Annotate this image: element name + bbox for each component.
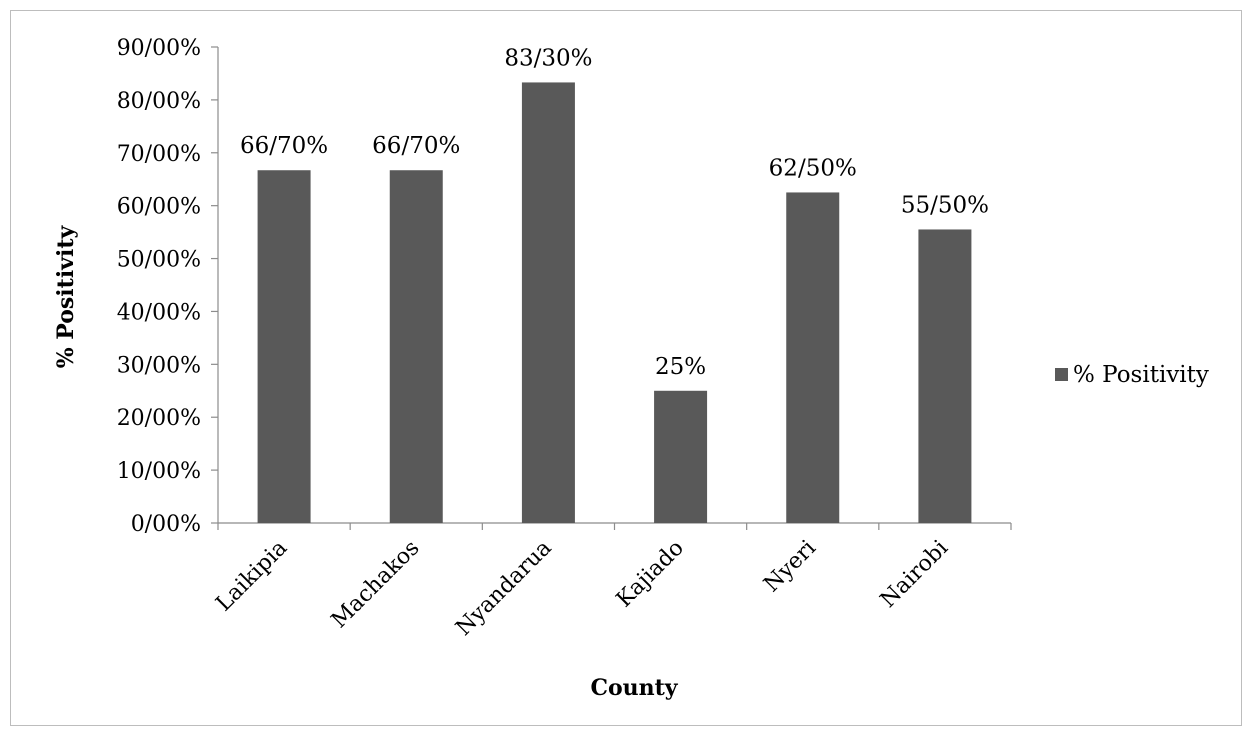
x-category-label: Laikipia bbox=[211, 536, 292, 617]
data-label: 62/50% bbox=[769, 155, 857, 181]
y-tick-label: 30/00% bbox=[117, 353, 201, 378]
x-category-label: Nairobi bbox=[876, 536, 953, 613]
legend: % Positivity bbox=[1055, 362, 1209, 388]
x-category-label: Nyeri bbox=[759, 536, 821, 598]
x-category-label: Machakos bbox=[327, 536, 425, 634]
y-tick-label: 40/00% bbox=[117, 300, 201, 325]
y-tick-label: 10/00% bbox=[117, 459, 201, 484]
y-tick-label: 80/00% bbox=[117, 89, 201, 114]
x-axis: Laikipia Machakos Nyandarua Kajiado Nyeri Nai… bbox=[211, 522, 1012, 641]
y-axis: 0/00% 10/00% 20/00% 30/00% 40/00% 50/00% 60/00… bbox=[117, 36, 219, 537]
legend-swatch bbox=[1055, 368, 1068, 381]
legend-label: % Positivity bbox=[1073, 362, 1209, 388]
bar bbox=[918, 229, 972, 523]
x-category-label: Kajiado bbox=[612, 536, 689, 613]
data-label: 66/70% bbox=[372, 133, 460, 159]
y-axis-title: % Positivity bbox=[53, 225, 79, 369]
data-label: 55/50% bbox=[901, 192, 989, 218]
y-tick-label: 70/00% bbox=[117, 142, 201, 167]
chart-frame: 0/00% 10/00% 20/00% 30/00% 40/00% 50/00% 60/00… bbox=[10, 10, 1242, 726]
bar bbox=[257, 170, 311, 523]
bar bbox=[521, 82, 575, 524]
data-label: 25% bbox=[655, 354, 706, 380]
y-tick-label: 50/00% bbox=[117, 248, 201, 273]
x-axis-title: County bbox=[590, 675, 678, 701]
y-tick-label: 60/00% bbox=[117, 195, 201, 220]
y-tick-label: 20/00% bbox=[117, 406, 201, 431]
data-label: 66/70% bbox=[240, 133, 328, 159]
data-labels: 66/70% 66/70% 83/30% 25% 62/50% 55/50% bbox=[240, 45, 989, 379]
bar-chart: 0/00% 10/00% 20/00% 30/00% 40/00% 50/00% 60/00… bbox=[53, 36, 1209, 701]
data-label: 83/30% bbox=[504, 45, 592, 71]
bar bbox=[389, 170, 443, 523]
y-tick-label: 90/00% bbox=[117, 36, 201, 61]
y-tick-label: 0/00% bbox=[131, 512, 201, 537]
x-category-label: Nyandarua bbox=[451, 536, 556, 641]
bar bbox=[654, 390, 708, 523]
bars bbox=[257, 82, 972, 524]
bar bbox=[786, 192, 840, 523]
